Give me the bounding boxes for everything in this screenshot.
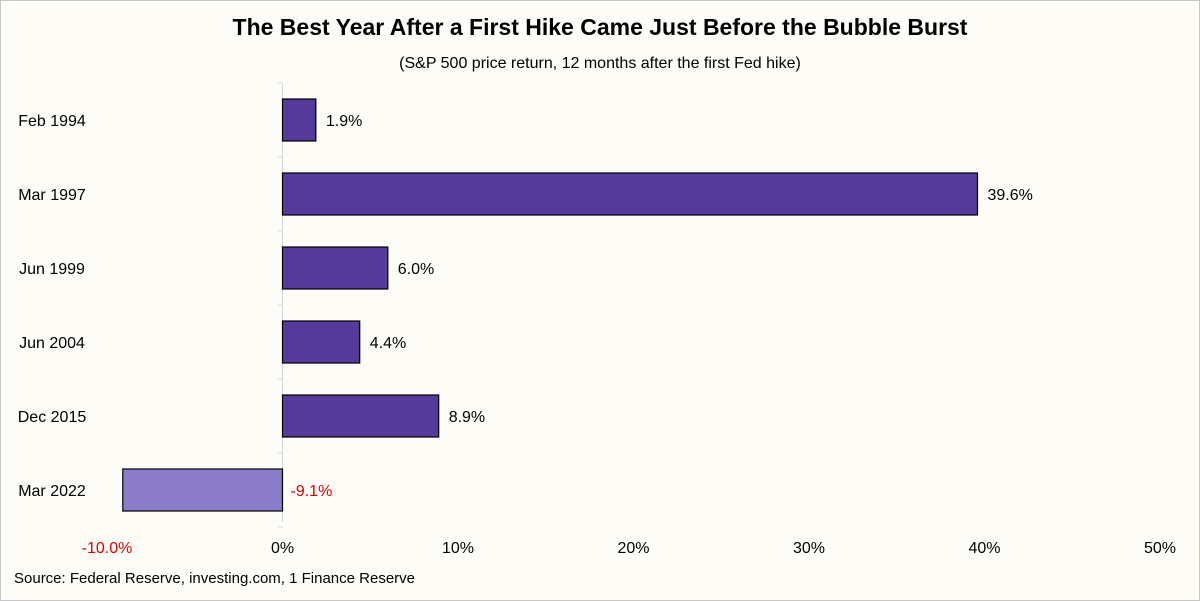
x-tick-label: 10% <box>442 540 474 557</box>
bar <box>281 394 440 438</box>
category-label: Feb 1994 <box>18 113 86 130</box>
source-note: Source: Federal Reserve, investing.com, … <box>14 570 416 587</box>
data-label: 8.9% <box>449 409 485 426</box>
category-label: Dec 2015 <box>18 409 87 426</box>
x-tick-label: 0% <box>271 540 294 557</box>
bar <box>122 468 284 512</box>
data-label: -9.1% <box>291 483 333 500</box>
chart-title: The Best Year After a First Hike Came Ju… <box>232 14 968 40</box>
bar <box>281 246 389 290</box>
bar <box>281 320 361 364</box>
category-label: Mar 2022 <box>18 483 86 500</box>
x-tick-label: 40% <box>968 540 1000 557</box>
x-tick-label: 30% <box>793 540 825 557</box>
category-label: Mar 1997 <box>18 187 86 204</box>
category-label: Jun 2004 <box>19 335 85 352</box>
data-label: 1.9% <box>326 113 362 130</box>
x-tick-label: -10.0% <box>82 540 133 557</box>
bar <box>281 98 317 142</box>
x-tick-label: 50% <box>1144 540 1176 557</box>
data-label: 6.0% <box>398 261 434 278</box>
data-label: 39.6% <box>987 187 1032 204</box>
bar <box>281 172 979 216</box>
x-tick-label: 20% <box>617 540 649 557</box>
category-label: Jun 1999 <box>19 261 85 278</box>
data-label: 4.4% <box>370 335 406 352</box>
chart-subtitle: (S&P 500 price return, 12 months after t… <box>399 55 801 72</box>
